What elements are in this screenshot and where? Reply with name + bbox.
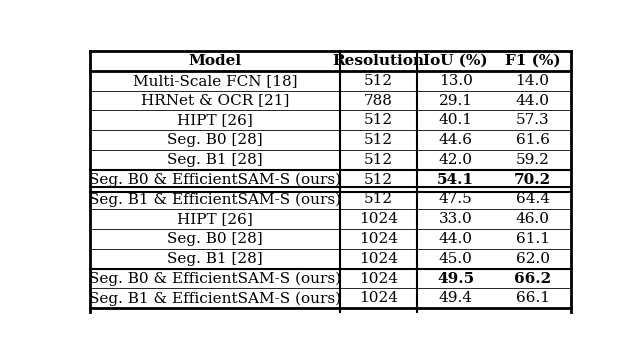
Text: 59.2: 59.2: [516, 153, 550, 167]
Text: Seg. B0 [28]: Seg. B0 [28]: [167, 133, 263, 147]
Text: 512: 512: [364, 173, 393, 187]
Text: 512: 512: [364, 74, 393, 88]
Text: 33.0: 33.0: [438, 212, 472, 226]
Text: 13.0: 13.0: [438, 74, 472, 88]
Text: 49.4: 49.4: [438, 291, 472, 305]
Text: 49.5: 49.5: [437, 272, 474, 286]
Text: 14.0: 14.0: [516, 74, 550, 88]
Text: Seg. B0 [28]: Seg. B0 [28]: [167, 232, 263, 246]
Text: 512: 512: [364, 113, 393, 127]
Text: Seg. B0 & EfficientSAM-S (ours): Seg. B0 & EfficientSAM-S (ours): [89, 172, 341, 187]
Text: Seg. B1 & EfficientSAM-S (ours): Seg. B1 & EfficientSAM-S (ours): [89, 291, 341, 306]
Text: 61.1: 61.1: [516, 232, 550, 246]
Text: 512: 512: [364, 192, 393, 206]
Text: 29.1: 29.1: [438, 94, 472, 107]
Text: 1024: 1024: [359, 232, 398, 246]
Text: Seg. B1 [28]: Seg. B1 [28]: [167, 252, 263, 266]
Text: Seg. B1 & EfficientSAM-S (ours): Seg. B1 & EfficientSAM-S (ours): [89, 192, 341, 207]
Text: F1 (%): F1 (%): [505, 54, 561, 68]
Text: 61.6: 61.6: [516, 133, 550, 147]
Text: HRNet & OCR [21]: HRNet & OCR [21]: [141, 94, 289, 107]
Text: 57.3: 57.3: [516, 113, 549, 127]
Text: 46.0: 46.0: [516, 212, 550, 226]
Text: 47.5: 47.5: [438, 192, 472, 206]
Text: 1024: 1024: [359, 291, 398, 305]
Text: 1024: 1024: [359, 212, 398, 226]
Text: 45.0: 45.0: [438, 252, 472, 266]
Text: 512: 512: [364, 133, 393, 147]
Text: Model: Model: [188, 54, 241, 68]
Text: 66.2: 66.2: [514, 272, 551, 286]
Text: Multi-Scale FCN [18]: Multi-Scale FCN [18]: [132, 74, 297, 88]
Text: Seg. B0 & EfficientSAM-S (ours): Seg. B0 & EfficientSAM-S (ours): [89, 271, 341, 286]
Text: 512: 512: [364, 153, 393, 167]
Text: 1024: 1024: [359, 252, 398, 266]
Text: 70.2: 70.2: [514, 173, 551, 187]
Text: 1024: 1024: [359, 272, 398, 286]
Text: 64.4: 64.4: [516, 192, 550, 206]
Text: 66.1: 66.1: [516, 291, 550, 305]
Text: IoU (%): IoU (%): [423, 54, 488, 68]
Text: 40.1: 40.1: [438, 113, 472, 127]
Text: 44.0: 44.0: [438, 232, 472, 246]
Text: 44.6: 44.6: [438, 133, 472, 147]
Text: 62.0: 62.0: [516, 252, 550, 266]
Text: 54.1: 54.1: [437, 173, 474, 187]
Text: Resolution: Resolution: [333, 54, 424, 68]
Text: 788: 788: [364, 94, 393, 107]
Text: 42.0: 42.0: [438, 153, 472, 167]
Text: Seg. B1 [28]: Seg. B1 [28]: [167, 153, 263, 167]
Text: 44.0: 44.0: [516, 94, 550, 107]
Text: HIPT [26]: HIPT [26]: [177, 113, 253, 127]
Text: HIPT [26]: HIPT [26]: [177, 212, 253, 226]
